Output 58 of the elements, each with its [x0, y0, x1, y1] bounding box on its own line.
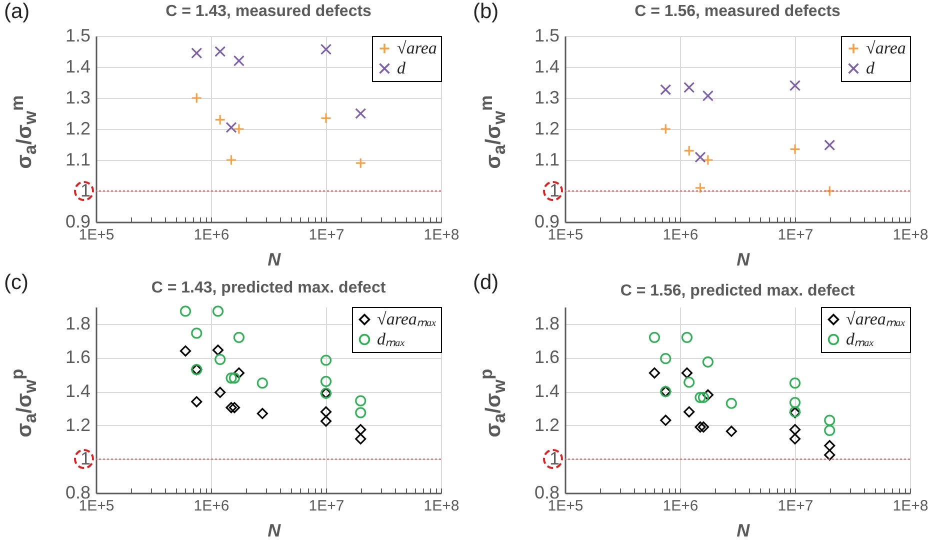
- y-tick-label: 1.3: [534, 88, 560, 108]
- chart-title: C = 1.43, predicted max. defect: [151, 279, 386, 296]
- x-tick-label: 1E+8: [892, 498, 928, 514]
- legend-label: dₘₐₓ: [377, 330, 406, 348]
- y-tick-label: 1.5: [65, 26, 90, 46]
- y-tick-label: 1.2: [65, 118, 90, 138]
- legend-label: √areaₘₐₓ: [846, 310, 906, 328]
- text: (b): [473, 0, 499, 24]
- y-tick-label: 1.4: [534, 56, 560, 76]
- legend-label: √area: [866, 38, 906, 58]
- y-tick-label: 1: [80, 448, 90, 469]
- y-tick-label: 1.4: [534, 381, 560, 402]
- x-tick-label: 1E+7: [778, 498, 814, 514]
- chart-title: C = 1.56, predicted max. defect: [620, 282, 856, 300]
- x-tick-label: 1E+6: [194, 226, 230, 244]
- y-tick-label: 1.4: [65, 56, 90, 76]
- text: (d): [473, 271, 499, 295]
- y-tick-label: 1.4: [65, 381, 90, 402]
- x-tick-label: 1E+8: [892, 226, 928, 244]
- y-tick-label: 1.8: [65, 313, 90, 334]
- x-axis-title: N: [736, 250, 751, 270]
- x-axis-title: N: [736, 520, 751, 540]
- text: (c): [4, 271, 28, 295]
- y-tick-label: 1.2: [534, 118, 560, 138]
- x-tick-label: 1E+5: [548, 226, 584, 244]
- chart-title: C = 1.43, measured defects: [166, 3, 372, 20]
- x-axis-title: N: [268, 250, 282, 270]
- legend-label: √areaₘₐₓ: [377, 310, 437, 328]
- y-tick-label: 1.3: [65, 88, 90, 108]
- y-tick-label: 1.2: [65, 414, 90, 435]
- chart-title: C = 1.56, measured defects: [634, 3, 841, 20]
- x-tick-label: 1E+8: [424, 498, 460, 514]
- y-tick-label: 1: [549, 448, 560, 469]
- y-tick-label: 1.1: [534, 150, 560, 170]
- x-tick-label: 1E+7: [778, 226, 814, 244]
- legend-label: d: [866, 58, 875, 78]
- y-tick-label: 1: [549, 180, 560, 200]
- y-tick-label: 1.2: [534, 414, 560, 435]
- y-tick-label: 1.8: [534, 313, 560, 334]
- legend-label: √area: [397, 38, 437, 58]
- x-tick-label: 1E+5: [548, 498, 584, 514]
- y-tick-label: 1.6: [65, 347, 90, 368]
- x-tick-label: 1E+5: [78, 498, 114, 514]
- x-tick-label: 1E+6: [194, 498, 230, 514]
- x-tick-label: 1E+7: [308, 226, 344, 244]
- x-tick-label: 1E+5: [78, 226, 114, 244]
- y-tick-label: 1.6: [534, 347, 560, 368]
- y-tick-label: 1: [80, 180, 90, 200]
- x-tick-label: 1E+8: [424, 226, 460, 244]
- x-tick-label: 1E+7: [308, 498, 344, 514]
- y-tick-label: 1.1: [65, 150, 90, 170]
- text: (a): [4, 0, 30, 24]
- x-axis-title: N: [268, 520, 282, 540]
- legend-label: dₘₐₓ: [846, 330, 874, 348]
- legend-label: d: [397, 58, 406, 78]
- x-tick-label: 1E+6: [662, 498, 698, 514]
- y-tick-label: 1.5: [534, 26, 560, 46]
- x-tick-label: 1E+6: [662, 226, 698, 244]
